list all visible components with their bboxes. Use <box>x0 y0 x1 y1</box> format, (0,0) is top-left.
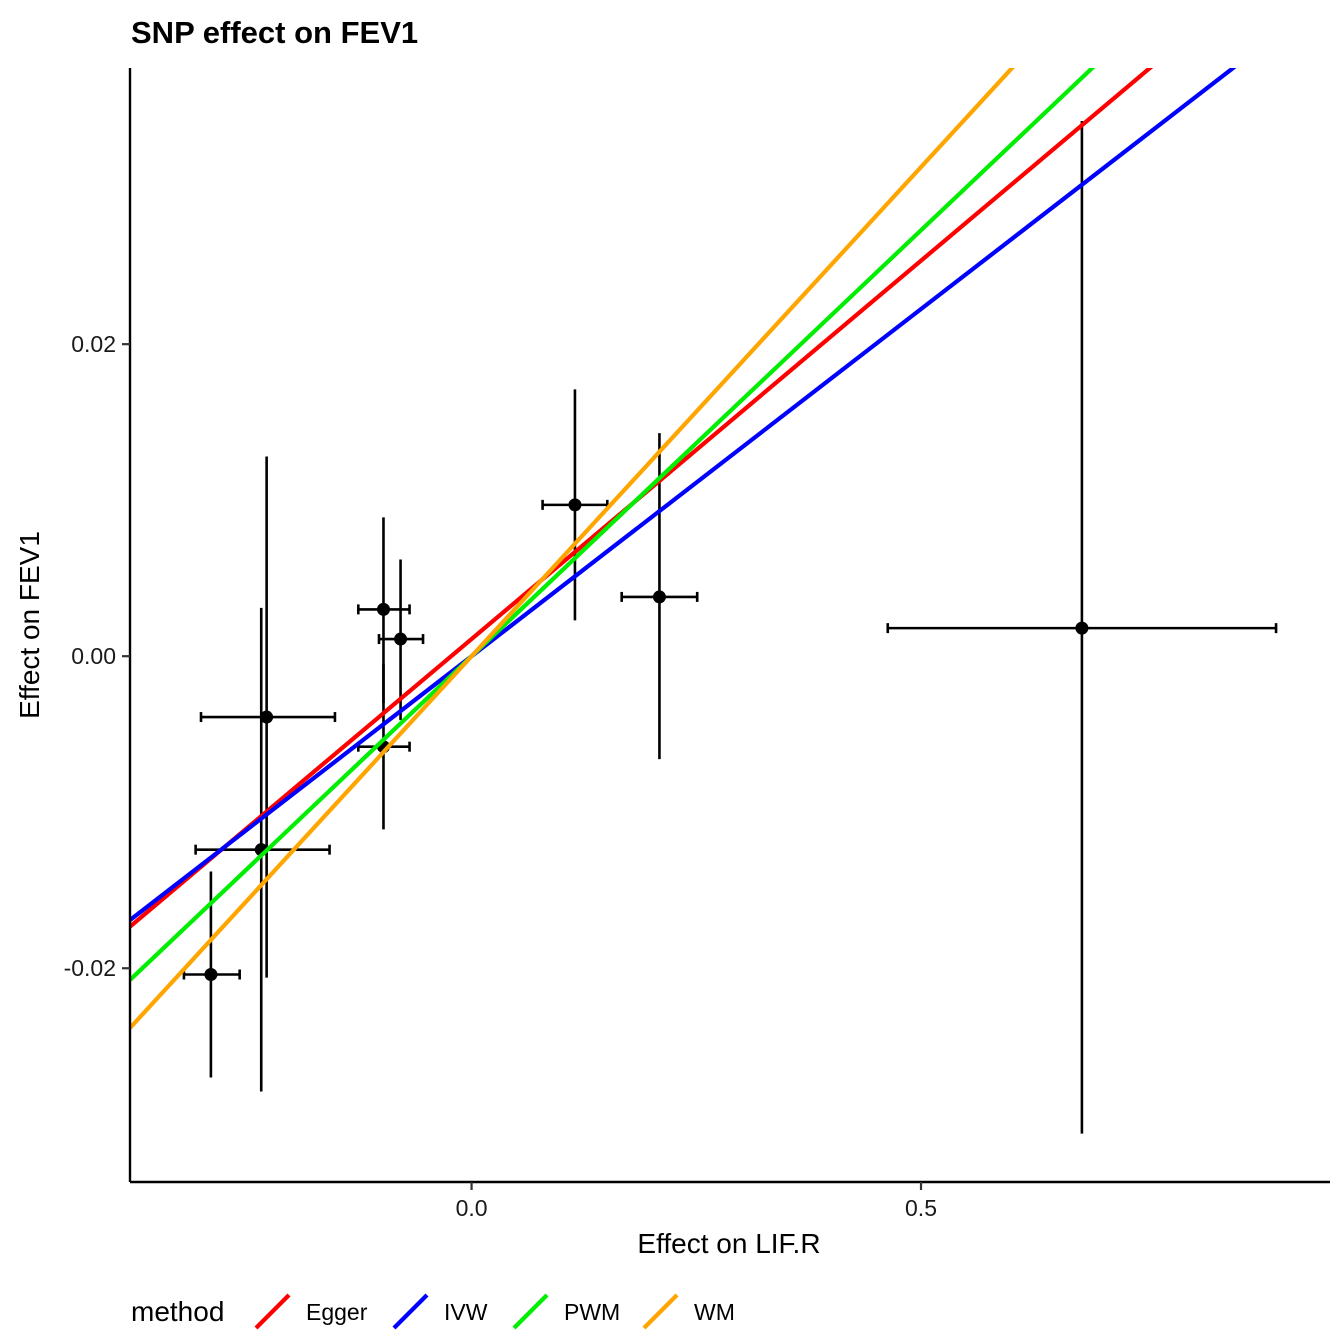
legend-key-egger <box>254 1293 291 1330</box>
point-marker <box>376 602 390 616</box>
regression-line-egger <box>130 68 1154 929</box>
y-tick-label: -0.02 <box>64 955 116 981</box>
data-points <box>182 121 1278 1134</box>
y-axis-title: Effect on FEV1 <box>14 531 45 719</box>
regression-lines <box>130 68 1237 1030</box>
legend-key-wm <box>642 1293 679 1330</box>
data-point-9 <box>886 121 1278 1134</box>
legend-label-wm: WM <box>694 1299 735 1325</box>
regression-line-pwm <box>130 68 1096 982</box>
point-marker <box>568 498 582 512</box>
data-point-5 <box>377 559 425 721</box>
point-marker <box>1075 621 1089 635</box>
x-axis-title: Effect on LIF.R <box>637 1228 820 1259</box>
y-tick-label: 0.02 <box>71 331 116 357</box>
regression-line-wm <box>130 68 1015 1030</box>
legend-label-egger: Egger <box>306 1299 368 1325</box>
legend-title: method <box>131 1296 224 1327</box>
legend-key-ivw <box>392 1293 429 1330</box>
axes: 0.0 0.5 -0.02 0.00 0.02 <box>64 68 1330 1221</box>
data-point-8 <box>620 433 699 760</box>
regression-line-ivw <box>130 68 1237 922</box>
x-tick-label: 0.0 <box>456 1195 488 1221</box>
chart-title: SNP effect on FEV1 <box>131 15 418 50</box>
legend: method Egger IVW PWM WM <box>131 1293 735 1330</box>
data-point-6 <box>357 664 411 830</box>
legend-label-ivw: IVW <box>444 1299 488 1325</box>
x-tick-label: 0.5 <box>905 1195 937 1221</box>
legend-item-egger: Egger <box>254 1293 368 1330</box>
legend-item-ivw: IVW <box>392 1293 488 1330</box>
point-marker <box>204 967 218 981</box>
point-marker <box>394 632 408 646</box>
data-point-2 <box>194 607 331 1092</box>
point-marker <box>652 590 666 604</box>
legend-item-wm: WM <box>642 1293 735 1330</box>
data-point-3 <box>199 456 337 978</box>
plot-area <box>130 68 1278 1134</box>
legend-label-pwm: PWM <box>564 1299 620 1325</box>
legend-key-pwm <box>512 1293 549 1330</box>
legend-item-pwm: PWM <box>512 1293 620 1330</box>
data-point-7 <box>541 389 609 621</box>
y-tick-label: 0.00 <box>71 643 116 669</box>
point-marker <box>260 710 274 724</box>
